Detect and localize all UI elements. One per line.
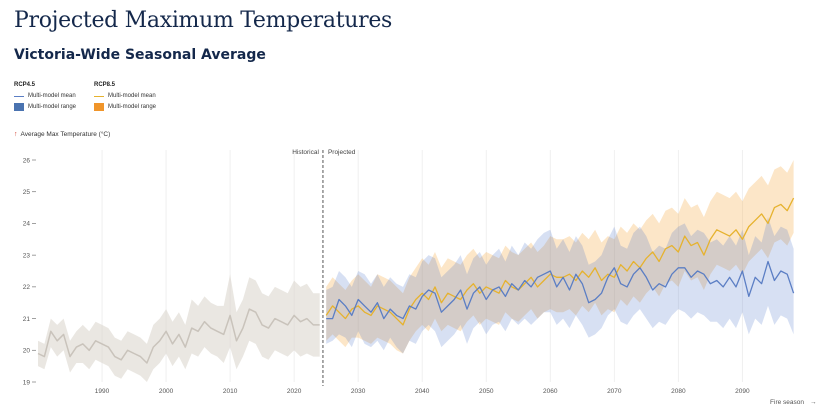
x-tick-label-2090: 2090 [735,388,750,395]
x-tick-label-2030: 2030 [351,388,366,395]
y-tick-label-20: 20 [23,348,31,355]
y-axis-label-text: Average Max Temperature (°C) [20,131,111,138]
legend-rcp85-range-label: Multi-model range [108,104,157,110]
historical-projected-divider: Historical Projected [292,149,356,386]
range-band-historical [38,274,320,382]
arrow-up-icon: ↑ [14,131,18,138]
legend-rcp45-range-label: Multi-model range [28,104,77,110]
y-tick-label-22: 22 [23,284,31,291]
x-axis-label: Fire season [770,399,804,406]
x-tick-label-1990: 1990 [95,388,110,395]
rcp45-range-swatch [14,103,24,111]
x-tick-label-2000: 2000 [159,388,174,395]
x-tick-label-2050: 2050 [479,388,494,395]
rcp45-line-swatch [14,95,24,97]
rcp85-line-swatch [94,95,104,97]
arrow-right-icon: → [810,399,817,406]
page-subtitle: Victoria-Wide Seasonal Average [14,47,266,63]
y-tick-label-24: 24 [23,221,31,228]
divider-projected-label: Projected [328,149,356,156]
rcp85-range-swatch [94,103,104,111]
mean-lines [37,197,795,364]
x-tick-label-2080: 2080 [671,388,686,395]
range-bands [38,160,794,382]
mean-line-rcp45 [326,260,795,320]
mean-line-historical [37,308,320,364]
y-tick-label-26: 26 [23,157,31,164]
y-axis-label: ↑ Average Max Temperature (°C) [14,131,110,138]
divider-historical-label: Historical [292,149,319,156]
legend-rcp85-mean-label: Multi-model mean [108,93,156,99]
legend-rcp45: RCP4.5 Multi-model mean Multi-model rang… [14,82,76,113]
x-tick-label-2020: 2020 [287,388,302,395]
legend-rcp85-heading: RCP8.5 [94,82,116,88]
legend-rcp85-range[interactable]: Multi-model range [94,102,156,112]
x-tick-label-2070: 2070 [607,388,622,395]
legend-rcp45-mean-label: Multi-model mean [28,93,76,99]
legend-rcp45-heading: RCP4.5 [14,82,36,88]
y-tick-label-19: 19 [23,379,31,386]
range-band-rcp85 [326,160,794,354]
x-tick-label-2040: 2040 [415,388,430,395]
y-tick-label-23: 23 [23,252,31,259]
x-tick-label-2010: 2010 [223,388,238,395]
legend-rcp85: RCP8.5 Multi-model mean Multi-model rang… [94,82,156,113]
y-tick-label-25: 25 [23,189,31,196]
page-title: Projected Maximum Temperatures [14,8,393,33]
y-tick-label-21: 21 [23,316,31,323]
axes: 1990 2000 2010 2020 2030 2040 2050 2060 2070 2080… [23,157,750,395]
x-tick-label-2060: 2060 [543,388,558,395]
legend-rcp85-mean[interactable]: Multi-model mean [94,91,156,101]
legend-rcp45-range[interactable]: Multi-model range [14,102,76,112]
mean-line-rcp85 [325,197,795,326]
legend-rcp45-mean[interactable]: Multi-model mean [14,91,76,101]
